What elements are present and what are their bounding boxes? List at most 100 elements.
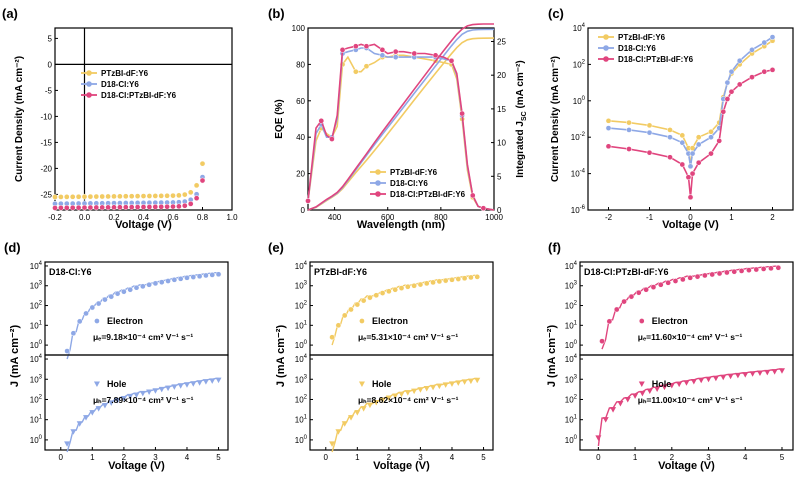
panel-b: 400 600 800 10000204060801000510152025PTzBI… [268,6,528,231]
x-tick-label: 5 [481,453,486,462]
data-point [152,193,159,199]
electron-point [643,286,649,293]
x-tick-label: 0.0 [79,213,91,222]
data-point [69,193,76,200]
electron-point [373,292,380,299]
electron-point [398,285,405,291]
hole-point [152,388,159,394]
hole-point [379,397,386,404]
legend-marker [603,56,609,62]
y-tick-label: 5 [48,34,53,43]
panel-label: (f) [548,240,561,255]
electron-point [468,274,474,281]
x-tick-label: 0.8 [197,213,209,222]
y-tick-label: 103 [295,374,308,384]
data-point [193,195,200,202]
electron-point [95,300,102,307]
hole-point [683,380,690,386]
fit-line-hole [597,368,782,447]
dark-point [728,88,735,95]
dark-point [689,150,696,157]
electron-point [731,268,738,275]
x-tick-label: 1 [729,213,734,222]
electron-point [657,281,664,288]
electron-point [775,264,782,271]
hole-point [617,401,624,407]
data-point [181,202,188,209]
dark-point [708,128,714,135]
electron-point [89,304,96,311]
electron-point [114,290,121,297]
data-point [158,203,165,210]
electron-point [753,266,760,273]
hole-point [101,403,108,409]
dark-point [769,67,776,73]
electron-point [442,277,449,284]
y-tick-label: 104 [573,23,586,33]
x-tick-label: 3 [418,453,423,462]
y-tick-label: 102 [295,301,308,311]
data-point [176,192,182,199]
plot-frame [307,27,495,211]
hole-point [690,378,697,385]
electron-point [386,288,392,295]
dark-point [749,74,755,80]
electron-point [628,293,635,300]
y-tick-label: 103 [30,281,43,291]
x-tick-label: -0.2 [48,213,62,222]
dark-point [646,149,653,156]
dark-point [736,81,743,88]
hole-point [329,441,336,447]
hole-point [411,388,418,395]
dark-point [689,145,696,151]
y-tick-label: 100 [573,96,586,106]
data-point [134,204,141,210]
dark-point [626,146,632,152]
electron-point [436,278,443,285]
hole-point [676,381,683,388]
electron-point [329,334,335,341]
data-point [58,205,64,211]
y-tick-label: -15 [40,138,52,147]
hole-point [171,384,178,390]
y-tick-label: 102 [30,394,43,404]
panel-c: -2 -1 0 1 2 10-6 10-4 10-2 100 102 104 PTzBI-dF:Y6 D… [548,6,794,231]
y-tick-label: 100 [292,24,306,33]
electron-point [341,312,348,319]
data-point [52,205,58,211]
x-tick-label: 0 [596,453,601,462]
electron-point [392,286,399,293]
x-tick-label: 2 [770,213,775,222]
eqe-point [329,136,335,142]
data-point [134,193,141,199]
eqe-point [392,54,399,60]
legend-label: D18-Cl:PTzBI-dF:Y6 [390,190,466,199]
y-tick-label: -20 [40,164,52,173]
dark-point [724,79,731,86]
eqe-point [459,110,465,117]
data-point [81,204,88,211]
electron-point [702,272,708,279]
y-tick-label: 103 [565,281,578,291]
hole-point [127,393,134,400]
electron-point [650,284,657,290]
data-point [87,204,94,211]
x-axis-title: Voltage (V) [108,460,165,472]
hole-point [190,381,197,387]
jsc-line-pink [307,23,494,211]
electron-point [768,265,774,272]
electron-point [184,274,190,281]
dark-point [646,122,653,129]
x-tick-label: 5 [780,453,785,462]
data-point [140,204,147,210]
y-tick-label: 60 [296,97,305,106]
data-point [63,194,70,200]
electron-point [190,274,197,280]
electron-point [716,270,723,277]
x-tick-label: 1.0 [226,213,238,222]
electron-point [83,310,89,317]
legend-label: D18-Cl:Y6 [101,80,139,89]
hole-point [360,406,367,412]
